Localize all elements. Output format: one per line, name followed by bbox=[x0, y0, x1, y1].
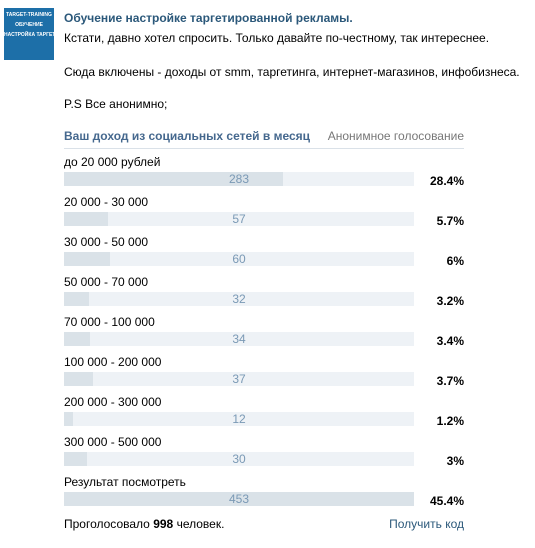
bar bbox=[64, 452, 88, 466]
percent: 3.2% bbox=[436, 294, 464, 308]
bar bbox=[64, 492, 414, 506]
vote-count: 32 bbox=[232, 292, 246, 306]
vote-count: 12 bbox=[232, 412, 246, 426]
vote-count: 283 bbox=[228, 172, 250, 186]
vote-count: 30 bbox=[232, 452, 246, 466]
bar bbox=[64, 252, 111, 266]
post-title[interactable]: Обучение настройке таргетированной рекла… bbox=[64, 11, 353, 25]
option-label[interactable]: 200 000 - 300 000 bbox=[64, 395, 162, 409]
avatar-text: НАСТРОЙКА ТАРГЕТИНГА bbox=[4, 32, 69, 38]
total: 998 bbox=[153, 517, 174, 531]
percent: 3.7% bbox=[436, 374, 464, 388]
bar-track bbox=[64, 332, 414, 346]
bar-track bbox=[64, 212, 414, 226]
vote-count: 60 bbox=[232, 252, 246, 266]
paragraph: P.S Все анонимно; bbox=[64, 97, 168, 111]
bar-track bbox=[64, 452, 414, 466]
bar-track bbox=[64, 292, 414, 306]
option-label[interactable]: до 20 000 рублей bbox=[64, 155, 161, 169]
bar-track bbox=[64, 492, 414, 506]
text: человек. bbox=[176, 517, 225, 531]
percent: 6% bbox=[446, 254, 464, 268]
option-label[interactable]: Результат посмотреть bbox=[64, 475, 186, 489]
bar-track bbox=[64, 412, 414, 426]
bar-track bbox=[64, 172, 414, 186]
percent: 1.2% bbox=[436, 414, 464, 428]
option-label[interactable]: 20 000 - 30 000 bbox=[64, 195, 149, 209]
avatar[interactable]: TARGET-TRAINING ОБУЧЕНИЕ НАСТРОЙКА ТАРГЕ… bbox=[4, 8, 69, 60]
get-code-link[interactable]: Получить код bbox=[389, 517, 464, 531]
bar bbox=[64, 212, 109, 226]
bar bbox=[64, 412, 74, 426]
bar bbox=[64, 172, 283, 186]
paragraph: Кстати, давно хотел спросить. Только дав… bbox=[64, 31, 490, 45]
text: Проголосовало bbox=[64, 517, 150, 531]
paragraph: Сюда включены - доходы от smm, таргетинг… bbox=[64, 65, 520, 79]
poll-total: Проголосовало 998 человек. bbox=[64, 517, 224, 531]
bar-track bbox=[64, 372, 414, 386]
option-label[interactable]: 50 000 - 70 000 bbox=[64, 275, 149, 289]
vote-count: 57 bbox=[232, 212, 246, 226]
poll-question: Ваш доход из социальных сетей в месяц bbox=[64, 129, 311, 143]
bar-track bbox=[64, 252, 414, 266]
separator bbox=[64, 148, 464, 149]
poll-mode: Анонимное голосование bbox=[327, 129, 464, 143]
avatar-text: ОБУЧЕНИЕ bbox=[15, 22, 43, 28]
vote-count: 34 bbox=[232, 332, 246, 346]
option-label[interactable]: 300 000 - 500 000 bbox=[64, 435, 162, 449]
percent: 45.4% bbox=[429, 494, 464, 508]
bar bbox=[64, 292, 89, 306]
option-label[interactable]: 70 000 - 100 000 bbox=[64, 315, 155, 329]
bar bbox=[64, 372, 93, 386]
bar bbox=[64, 332, 91, 346]
percent: 5.7% bbox=[436, 214, 464, 228]
option-label[interactable]: 30 000 - 50 000 bbox=[64, 235, 149, 249]
percent: 3% bbox=[446, 454, 464, 468]
avatar-brand: TARGET-TRAINING bbox=[6, 12, 52, 18]
percent: 3.4% bbox=[436, 334, 464, 348]
percent: 28.4% bbox=[429, 174, 464, 188]
vote-count: 453 bbox=[228, 492, 250, 506]
option-label[interactable]: 100 000 - 200 000 bbox=[64, 355, 162, 369]
vote-count: 37 bbox=[232, 372, 246, 386]
